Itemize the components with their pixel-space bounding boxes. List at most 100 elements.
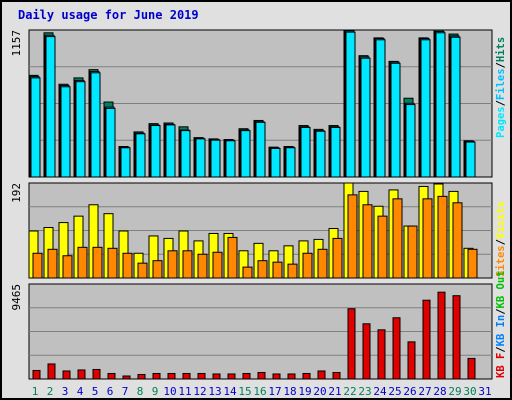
- day-label-26: 26: [403, 385, 416, 398]
- legend-separator: /: [495, 308, 507, 314]
- sites-bar-day-13: [212, 251, 223, 279]
- pages-bar-day-2: [45, 36, 56, 178]
- kbytes-bar-day-21: [332, 371, 341, 380]
- kbytes-bar-day-12: [197, 372, 206, 380]
- legend-separator: /: [495, 239, 507, 245]
- pages-bar-day-13: [210, 139, 221, 178]
- day-label-23: 23: [358, 385, 371, 398]
- pages-bar-day-18: [285, 147, 296, 178]
- sites-bar-day-8: [137, 262, 148, 279]
- legend-separator: /: [495, 346, 507, 352]
- pages-bar-day-23: [360, 57, 371, 178]
- graph-title: Daily usage for June 2019: [18, 8, 199, 22]
- legend-separator: /: [495, 100, 507, 106]
- kbytes-bar-day-26: [407, 341, 416, 380]
- legend-kb-f: KB F: [495, 353, 507, 378]
- sites-bar-day-1: [32, 252, 43, 279]
- day-label-21: 21: [328, 385, 341, 398]
- day-label-5: 5: [92, 385, 99, 398]
- sites-bar-day-18: [287, 263, 298, 279]
- pages-bar-day-27: [420, 39, 431, 178]
- kbytes-bar-day-1: [32, 369, 41, 380]
- pages-bar-day-5: [90, 72, 101, 178]
- sites-bar-day-14: [227, 236, 238, 279]
- legend-sites: Sites: [495, 245, 507, 277]
- day-label-10: 10: [163, 385, 176, 398]
- day-label-30: 30: [463, 385, 476, 398]
- kbytes-bar-day-22: [347, 308, 356, 380]
- legend-kbytes: KB F/KB In/KB Out: [495, 271, 507, 379]
- sites-bar-day-27: [422, 198, 433, 279]
- day-label-1: 1: [32, 385, 39, 398]
- sites-bar-day-9: [152, 260, 163, 279]
- pages-bar-day-16: [255, 121, 266, 178]
- day-label-24: 24: [373, 385, 387, 398]
- sites-bar-day-2: [47, 248, 58, 279]
- pages-bar-day-22: [345, 31, 356, 178]
- sites-bar-day-19: [302, 252, 313, 279]
- day-label-18: 18: [283, 385, 296, 398]
- kbytes-bar-day-2: [47, 363, 56, 380]
- sites-bar-day-10: [167, 250, 178, 279]
- pages-bar-day-7: [120, 147, 131, 178]
- pages-bar-day-25: [390, 62, 401, 178]
- sites-bar-day-16: [257, 260, 268, 279]
- sites-bar-day-6: [107, 247, 118, 279]
- kbytes-bar-day-5: [92, 368, 101, 380]
- kbytes-bar-day-29: [452, 295, 461, 380]
- sites-bar-day-5: [92, 246, 103, 279]
- pages-bar-day-15: [240, 130, 251, 178]
- kbytes-bar-day-6: [107, 372, 116, 380]
- sites-bar-day-30: [467, 248, 478, 279]
- pages-bar-day-8: [135, 133, 146, 178]
- legend-kb-out: KB Out: [495, 271, 507, 309]
- pages-bar-day-24: [375, 39, 386, 178]
- day-label-9: 9: [152, 385, 159, 398]
- legend-visits: Visits: [495, 201, 507, 239]
- legend-kb-in: KB In: [495, 315, 507, 347]
- kbytes-bar-day-24: [377, 329, 386, 380]
- kbytes-bar-day-16: [257, 371, 266, 380]
- legend-pages: Pages: [495, 106, 507, 138]
- day-label-2: 2: [47, 385, 54, 398]
- day-label-27: 27: [418, 385, 431, 398]
- panel-2-max-label: 192: [10, 183, 23, 203]
- legend-hits-files-pages: Pages/Files/Hits: [495, 37, 507, 138]
- kbytes-bar-day-30: [467, 357, 476, 380]
- sites-bar-day-7: [122, 252, 133, 279]
- kbytes-bar-day-7: [122, 375, 131, 380]
- pages-bar-day-29: [450, 36, 461, 178]
- sites-bar-day-11: [182, 250, 193, 279]
- pages-bar-day-9: [150, 125, 161, 178]
- kbytes-bar-day-27: [422, 299, 431, 380]
- pages-bar-day-1: [30, 77, 41, 178]
- kbytes-bar-day-20: [317, 370, 326, 380]
- day-label-12: 12: [193, 385, 206, 398]
- kbytes-bar-day-8: [137, 373, 146, 380]
- sites-bar-day-23: [362, 204, 373, 279]
- kbytes-bar-day-9: [152, 372, 161, 380]
- sites-bar-day-26: [407, 225, 418, 279]
- sites-bar-day-24: [377, 215, 388, 279]
- kbytes-bar-day-28: [437, 291, 446, 380]
- pages-bar-day-3: [60, 86, 71, 178]
- pages-bar-day-28: [435, 32, 446, 178]
- day-label-4: 4: [77, 385, 84, 398]
- sites-bar-day-3: [62, 255, 73, 279]
- legend-hits: Hits: [495, 37, 507, 62]
- day-label-17: 17: [268, 385, 281, 398]
- sites-bar-day-4: [77, 246, 88, 279]
- kbytes-bar-day-23: [362, 323, 371, 380]
- panel-3-max-label: 9465: [10, 284, 23, 311]
- pages-bar-day-4: [75, 81, 86, 178]
- sites-bar-day-22: [347, 194, 358, 279]
- day-label-29: 29: [448, 385, 461, 398]
- kbytes-bar-day-3: [62, 370, 71, 380]
- kbytes-bar-day-15: [242, 372, 251, 380]
- day-label-11: 11: [178, 385, 191, 398]
- sites-bar-day-20: [317, 248, 328, 279]
- day-label-14: 14: [223, 385, 237, 398]
- legend-visits-sites: Sites/Visits: [495, 201, 507, 277]
